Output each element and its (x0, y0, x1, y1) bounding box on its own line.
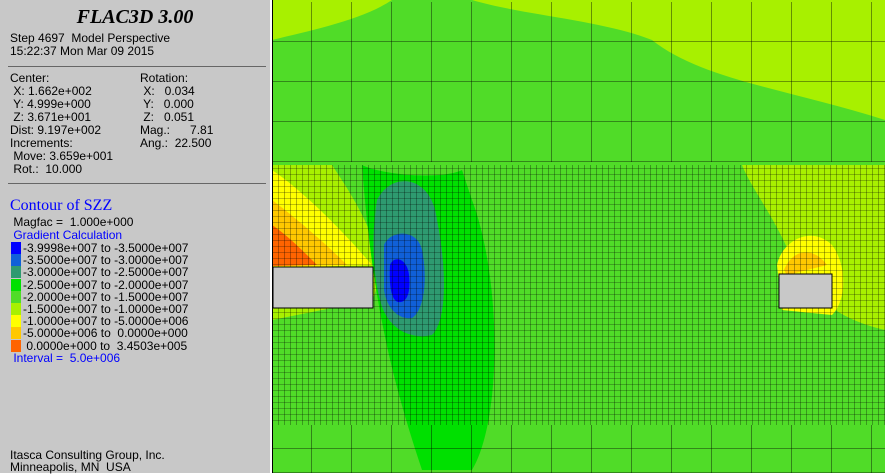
mesh (272, 425, 885, 473)
mag: Mag.: 7.81 (140, 123, 214, 137)
legend-label: -5.0000e+006 to 0.0000e+000 (23, 326, 188, 341)
rotation-x: X: 0.034 (140, 84, 195, 98)
center-y: Y: 4.999e+000 (10, 97, 91, 111)
interval: Interval = 5.0e+006 (10, 350, 121, 365)
legend-label: -3.9998e+007 to -3.5000e+007 (23, 241, 189, 255)
rotation-y: Y: 0.000 (140, 97, 194, 111)
legend-label: -2.5000e+007 to -2.0000e+007 (23, 277, 189, 292)
opening (272, 266, 374, 309)
legend-swatch (11, 278, 21, 291)
legend-label: -1.0000e+007 to -5.0000e+006 (23, 314, 189, 329)
magfac: Magfac = 1.000e+000 (10, 215, 134, 229)
legend-swatch (11, 339, 21, 352)
rotation-label: Rotation: (140, 71, 189, 85)
method: Gradient Calculation (10, 228, 123, 242)
center-x: X: 1.662e+002 (10, 84, 92, 98)
timestamp: 15:22:37 Mon Mar 09 2015 (10, 44, 155, 58)
legend-swatch (11, 290, 21, 303)
location: Minneapolis, MN USA (10, 460, 131, 474)
company: Itasca Consulting Group, Inc. (10, 448, 165, 462)
contour-plot (272, 0, 885, 473)
opening (778, 273, 833, 309)
legend-swatch (11, 303, 21, 315)
legend-label: -1.5000e+007 to -1.0000e+007 (23, 302, 189, 316)
step: Step 4697 Model Perspective (10, 31, 171, 45)
separator (8, 183, 266, 184)
legend-swatch (11, 242, 21, 254)
legend-swatch (11, 315, 21, 328)
rot: Rot.: 10.000 (10, 162, 83, 176)
mesh (272, 2, 885, 162)
app-title: FLAC3D 3.00 (76, 6, 194, 28)
move: Move: 3.659e+001 (10, 149, 114, 163)
increments: Increments: (10, 136, 73, 150)
legend-label: -3.5000e+007 to -3.0000e+007 (23, 253, 189, 268)
legend-swatch (11, 266, 21, 279)
center-label: Center: (10, 71, 50, 85)
separator (8, 66, 266, 67)
legend-label: -3.0000e+007 to -2.5000e+007 (23, 265, 189, 280)
center-z: Z: 3.671e+001 (10, 110, 92, 124)
rotation-z: Z: 0.051 (140, 110, 195, 124)
legend-label: 0.0000e+000 to 3.4503e+005 (23, 338, 188, 353)
ang: Ang.: 22.500 (140, 136, 212, 150)
dist: Dist: 9.197e+002 (10, 123, 102, 137)
contour-title: Contour of SZZ (10, 197, 113, 214)
legend-swatch (11, 327, 21, 340)
info-panel: FLAC3D 3.00 Step 4697 Model Perspective … (0, 0, 270, 473)
legend-label: -2.0000e+007 to -1.5000e+007 (23, 289, 189, 304)
legend-swatch (11, 254, 21, 267)
